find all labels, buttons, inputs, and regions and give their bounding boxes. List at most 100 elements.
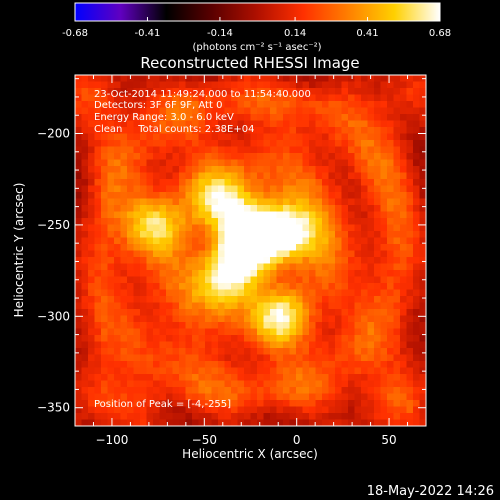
heatmap-cell xyxy=(114,393,122,401)
heatmap-cell xyxy=(81,270,89,278)
heatmap-cell xyxy=(387,166,395,174)
heatmap-cell xyxy=(406,218,414,226)
heatmap-cell xyxy=(309,185,317,193)
heatmap-cell xyxy=(328,250,336,258)
heatmap-cell xyxy=(276,354,284,362)
heatmap-cell xyxy=(120,380,128,388)
heatmap-cell xyxy=(205,354,213,362)
heatmap-cell xyxy=(231,400,239,408)
heatmap-cell xyxy=(107,140,115,148)
heatmap-cell xyxy=(309,374,317,382)
heatmap-cell xyxy=(322,393,330,401)
heatmap-cell xyxy=(140,127,148,135)
heatmap-cell xyxy=(276,114,284,122)
heatmap-cell xyxy=(231,289,239,297)
heatmap-cell xyxy=(114,263,122,271)
heatmap-cell xyxy=(302,120,310,128)
heatmap-cell xyxy=(192,367,200,375)
heatmap-cell xyxy=(387,348,395,356)
heatmap-cell xyxy=(322,237,330,245)
heatmap-cell xyxy=(218,153,226,161)
heatmap-cell xyxy=(81,237,89,245)
heatmap-cell xyxy=(322,348,330,356)
heatmap-cell xyxy=(88,159,96,167)
heatmap-cell xyxy=(88,289,96,297)
heatmap-cell xyxy=(107,205,115,213)
heatmap-cell xyxy=(361,205,369,213)
heatmap-cell xyxy=(205,166,213,174)
heatmap-cell xyxy=(114,211,122,219)
heatmap-cell xyxy=(257,400,265,408)
heatmap-cell xyxy=(328,192,336,200)
heatmap-cell xyxy=(380,374,388,382)
heatmap-cell xyxy=(361,335,369,343)
heatmap-cell xyxy=(133,354,141,362)
heatmap-cell xyxy=(198,322,206,330)
heatmap-cell xyxy=(270,393,278,401)
heatmap-cell xyxy=(419,244,426,252)
heatmap-cell xyxy=(88,146,96,154)
heatmap-cell xyxy=(283,283,291,291)
heatmap-cell xyxy=(133,192,141,200)
heatmap-cell xyxy=(120,328,128,336)
heatmap-cell xyxy=(296,120,304,128)
heatmap-cell xyxy=(341,153,349,161)
heatmap-cell xyxy=(198,237,206,245)
heatmap-cell xyxy=(244,192,252,200)
heatmap-cell xyxy=(101,198,109,206)
heatmap-cell xyxy=(387,406,395,414)
heatmap-cell xyxy=(302,374,310,382)
heatmap-cell xyxy=(133,270,141,278)
heatmap-cell xyxy=(198,81,206,89)
heatmap-cell xyxy=(94,257,102,265)
heatmap-cell xyxy=(231,348,239,356)
heatmap-cell xyxy=(354,198,362,206)
heatmap-cell xyxy=(75,270,83,278)
heatmap-cell xyxy=(328,387,336,395)
y-tick-label: −350 xyxy=(37,401,70,415)
heatmap-cell xyxy=(296,419,304,426)
heatmap-cell xyxy=(289,133,297,141)
heatmap-cell xyxy=(101,354,109,362)
heatmap-cell xyxy=(354,185,362,193)
heatmap-cell xyxy=(250,88,258,96)
heatmap-cell xyxy=(309,302,317,310)
heatmap-cell xyxy=(166,250,174,258)
heatmap-cell xyxy=(406,322,414,330)
heatmap-cell xyxy=(114,101,122,109)
heatmap-cell xyxy=(179,140,187,148)
heatmap-cell xyxy=(211,101,219,109)
heatmap-cell xyxy=(348,159,356,167)
heatmap-cell xyxy=(367,309,375,317)
heatmap-cell xyxy=(127,211,135,219)
heatmap-cell xyxy=(192,406,200,414)
heatmap-cell xyxy=(283,75,291,83)
heatmap-cell xyxy=(224,114,232,122)
heatmap-cell xyxy=(198,374,206,382)
heatmap-cell xyxy=(270,218,278,226)
heatmap-cell xyxy=(133,75,141,83)
heatmap-cell xyxy=(205,270,213,278)
heatmap-cell xyxy=(192,205,200,213)
heatmap-cell xyxy=(133,263,141,271)
heatmap-cell xyxy=(270,185,278,193)
heatmap-cell xyxy=(309,289,317,297)
heatmap-cell xyxy=(257,205,265,213)
x-axis-label: Heliocentric X (arcsec) xyxy=(182,447,318,461)
heatmap-cell xyxy=(94,172,102,180)
heatmap-cell xyxy=(413,75,421,83)
heatmap-cell xyxy=(192,153,200,161)
heatmap-cell xyxy=(328,309,336,317)
heatmap-cell xyxy=(322,380,330,388)
heatmap-cell xyxy=(406,166,414,174)
heatmap-cell xyxy=(140,322,148,330)
heatmap-cell xyxy=(380,302,388,310)
heatmap-cell xyxy=(205,211,213,219)
heatmap-cell xyxy=(335,393,343,401)
heatmap-cell xyxy=(367,211,375,219)
heatmap-cell xyxy=(75,380,83,388)
colorbar-tick-label: 0.41 xyxy=(356,28,378,39)
heatmap-cell xyxy=(393,393,401,401)
heatmap-cell xyxy=(283,387,291,395)
heatmap-cell xyxy=(153,328,161,336)
